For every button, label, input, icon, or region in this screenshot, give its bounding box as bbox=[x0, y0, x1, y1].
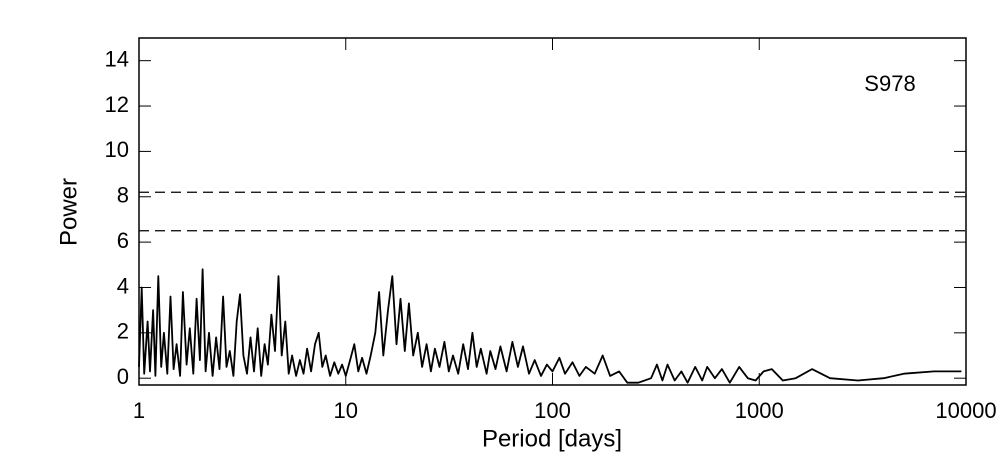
plot-frame bbox=[138, 37, 967, 386]
annotation: S978 bbox=[864, 71, 915, 96]
x-tick-label: 100 bbox=[534, 398, 571, 423]
y-tick-label: 10 bbox=[105, 137, 129, 162]
x-axis-label: Period [days] bbox=[482, 425, 622, 452]
y-tick-label: 8 bbox=[117, 183, 129, 208]
y-tick-label: 12 bbox=[105, 92, 129, 117]
y-axis-label: Power bbox=[55, 178, 82, 246]
y-tick-label: 4 bbox=[117, 273, 129, 298]
x-tick-label: 1000 bbox=[735, 398, 784, 423]
x-tick-label: 1 bbox=[133, 398, 145, 423]
y-tick-label: 6 bbox=[117, 228, 129, 253]
y-tick-label: 2 bbox=[117, 319, 129, 344]
y-tick-label: 0 bbox=[117, 364, 129, 389]
x-tick-label: 10 bbox=[334, 398, 358, 423]
y-tick-label: 14 bbox=[105, 46, 129, 71]
series-line bbox=[138, 268, 962, 384]
x-tick-label: 10000 bbox=[935, 398, 996, 423]
